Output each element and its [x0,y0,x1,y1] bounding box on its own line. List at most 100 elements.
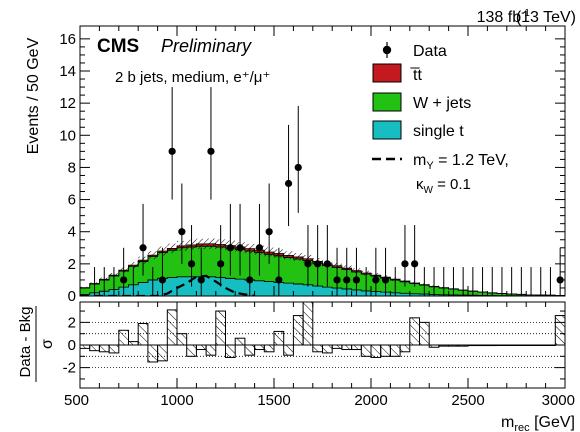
y-tick-label: 0 [68,288,76,305]
legend-wjets-label: W + jets [413,95,471,112]
pull-bar [118,329,130,346]
data-point [333,276,341,284]
energy-label: (13 TeV) [516,9,576,26]
pull-bar [263,344,275,353]
pull-bar [360,344,372,357]
legend-wjets-swatch [372,92,402,112]
pull-bar [157,344,168,362]
pull-bar [195,344,207,351]
pull-bar [98,344,110,353]
pull-bar [176,333,188,346]
x-tick-label: 2000 [354,392,387,409]
legend-entry-wjets: W + jets [372,92,471,112]
pull-bar [409,317,420,346]
data-point [294,163,302,172]
data-point [139,244,147,252]
legend-entry-signal: mY = 1.2 TeV, κW = 0.1 [372,152,509,196]
x-axis-title: mrec [GeV] [501,414,575,432]
pull-bar [312,344,323,353]
legend-entry-ttbar: t̅t [372,63,422,84]
pull-bar [331,344,343,349]
pull-y-tick-label: 2 [68,314,76,331]
data-point [372,276,380,284]
pull-bar [322,344,333,354]
data-point [343,276,351,284]
legend-singlet-label: single t [413,123,464,140]
y-tick-label: 12 [59,95,76,112]
data-point [187,260,196,268]
status-label: Preliminary [161,36,252,56]
data-point [265,228,273,236]
legend-data-marker [382,45,392,55]
pull-y-axis-denominator: σ [39,339,56,349]
legend-ttbar-swatch [372,63,402,83]
pull-bar [351,344,362,351]
pull-bar [399,344,411,353]
pull-y-tick-label: -2 [63,360,76,377]
main-panel: 0 2 4 6 8 10 12 14 16 [59,25,566,305]
data-point [207,147,215,155]
y-tick-label: 6 [68,192,76,209]
pull-bar [186,344,197,357]
data-point [401,260,409,268]
y-tick-label: 10 [59,127,76,144]
x-tick-label: 3000 [542,392,575,409]
data-point [255,244,264,252]
data-point [323,260,331,268]
legend: Data t̅t W + jets single t mY = 1.2 TeV,… [372,42,509,196]
pull-y-axis-title: Data - Bkg [17,307,34,378]
pull-bar [554,315,565,346]
data-point [168,147,176,155]
luminosity-label: 138 fb-1 [477,8,531,26]
data-point [217,260,225,268]
legend-data-label: Data [413,43,447,60]
pull-bar [137,323,149,346]
pull-bar [419,321,430,346]
uncertainty-hatch [80,238,565,296]
data-point [226,244,234,252]
y-tick-label: 16 [59,31,76,48]
legend-signal-label: mY = 1.2 TeV, [413,152,509,172]
data-point [411,260,419,268]
legend-singlet-swatch [372,120,402,140]
data-point [197,276,205,284]
pull-bar [380,344,391,357]
main-x-ticks [79,26,566,296]
data-point [352,276,361,284]
background-uncertainty-band [80,238,565,296]
pull-bar [254,344,265,351]
data-point [381,276,390,284]
experiment-label: CMS [97,36,139,57]
x-tick-label: 1000 [160,392,193,409]
pull-bar [273,330,285,346]
data-point [304,260,312,268]
data-point [275,276,283,284]
pull-bar [108,344,120,354]
pull-x-axis: 500 1000 1500 2000 2500 3000 [64,302,575,409]
data-point [236,244,244,252]
pull-bar [215,310,227,346]
y-tick-label: 8 [68,159,76,176]
pull-bar [244,344,256,356]
pull-bar [234,337,246,346]
main-panel-frame [79,25,566,297]
legend-ttbar-label: t̅t [410,67,422,84]
main-y-axis: 0 2 4 6 8 10 12 14 16 [59,31,565,305]
y-tick-label: 4 [68,224,76,241]
pull-bar [341,344,353,351]
legend-entry-data: Data [382,42,447,60]
pull-bar [302,302,314,346]
x-tick-label: 2500 [451,392,484,409]
pull-bar [147,344,159,363]
data-point [246,276,254,284]
pull-panel: -2 0 2 500 1000 1500 2000 2500 3000 [63,301,575,409]
pull-bar [166,309,178,346]
pull-y-tick-label: 0 [68,337,76,354]
category-label: 2 b jets, medium, e⁺/μ⁺ [115,69,270,86]
data-point [178,228,186,236]
legend-signal-label-2: κW = 0.1 [416,176,471,196]
pull-bar [283,344,294,356]
x-tick-label: 1500 [257,392,290,409]
pull-histogram [80,302,565,363]
